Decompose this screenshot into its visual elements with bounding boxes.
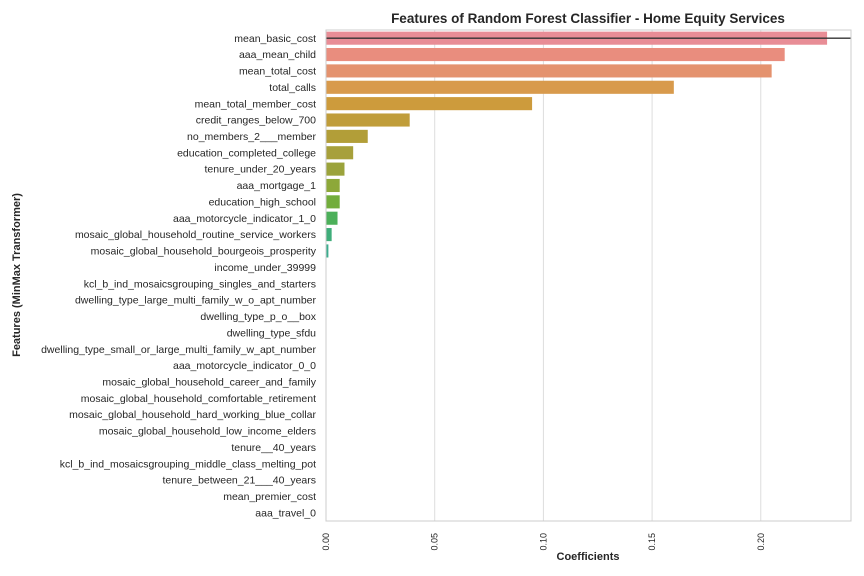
y-tick-label: tenure__40_years [231,442,316,454]
y-tick-label: aaa_travel_0 [255,507,316,519]
y-tick-label: mean_premier_cost [223,491,316,503]
y-tick-labels: mean_basic_cost aaa_mean_child mean_total_… [41,33,317,520]
bar [326,195,340,209]
bar [326,146,354,160]
y-tick-label: aaa_mean_child [239,49,316,61]
y-tick-label: aaa_motorcycle_indicator_0_0 [173,360,316,372]
bar [326,48,785,62]
y-tick-label: dwelling_type_small_or_large_multi_famil… [41,344,316,356]
y-tick-label: tenure_under_20_years [204,164,316,176]
bar [326,178,340,193]
y-tick-label: dwelling_type_p_o__box [200,311,316,323]
bar [326,162,345,176]
plot-frame [325,29,852,522]
y-tick-label: mosaic_global_household_low_income_elder… [99,426,316,438]
y-tick-label: mean_basic_cost [234,33,316,45]
bar [326,97,533,111]
y-tick-label: no_members_2___member [187,131,316,143]
bar [326,129,368,143]
y-tick-label: aaa_motorcycle_indicator_1_0 [173,213,316,225]
y-tick-label: mosaic_global_household_comfortable_reti… [81,393,316,405]
bar [326,244,329,258]
y-tick-label: total_calls [269,82,316,94]
y-tick-label: kcl_b_ind_mosaicsgrouping_singles_and_st… [84,278,316,290]
chart-title: Features of Random Forest Classifier - H… [391,11,785,26]
bar [326,228,332,242]
y-tick-label: kcl_b_ind_mosaicsgrouping_middle_class_m… [60,458,316,470]
y-tick-label: mean_total_cost [239,66,316,78]
bar [326,211,338,225]
y-tick-label: mosaic_global_household_bourgeois_prospe… [91,246,317,258]
y-axis-label: Features (MinMax Transformer) [11,193,23,357]
y-tick-label: aaa_mortgage_1 [237,180,317,192]
y-tick-label: mosaic_global_household_routine_service_… [75,229,316,241]
y-tick-label: mosaic_global_household_hard_working_blu… [69,409,316,421]
x-tick-label: 0.05 [430,533,440,551]
y-tick-label: mean_total_member_cost [195,98,316,110]
y-tick-label: education_high_school [209,196,316,208]
y-tick-label: dwelling_type_sfdu [227,327,316,339]
x-tick-label: 0.15 [647,533,657,551]
bar [326,113,410,127]
x-tick-labels: 0.00 0.05 0.10 0.15 0.20 [321,533,766,551]
y-tick-label: credit_ranges_below_700 [196,115,316,127]
bars [326,31,828,258]
bar [326,64,772,78]
x-axis-label: Coefficients [557,551,620,563]
bar [326,80,674,94]
y-tick-label: mosaic_global_household_career_and_famil… [102,376,316,388]
x-tick-label: 0.00 [321,533,331,551]
y-tick-label: dwelling_type_large_multi_family_w_o_apt… [75,295,317,307]
y-tick-label: education_completed_college [177,147,316,159]
y-tick-label: income_under_39999 [214,262,316,274]
y-tick-label: tenure_between_21___40_years [162,475,316,487]
x-tick-label: 0.10 [538,533,548,551]
x-tick-label: 0.20 [756,533,766,551]
